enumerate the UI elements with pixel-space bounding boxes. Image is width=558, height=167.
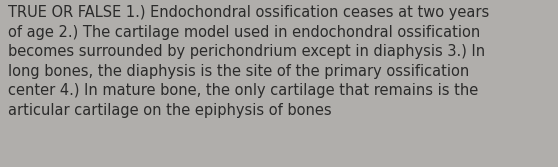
Text: TRUE OR FALSE 1.) Endochondral ossification ceases at two years
of age 2.) The c: TRUE OR FALSE 1.) Endochondral ossificat… xyxy=(8,5,489,118)
